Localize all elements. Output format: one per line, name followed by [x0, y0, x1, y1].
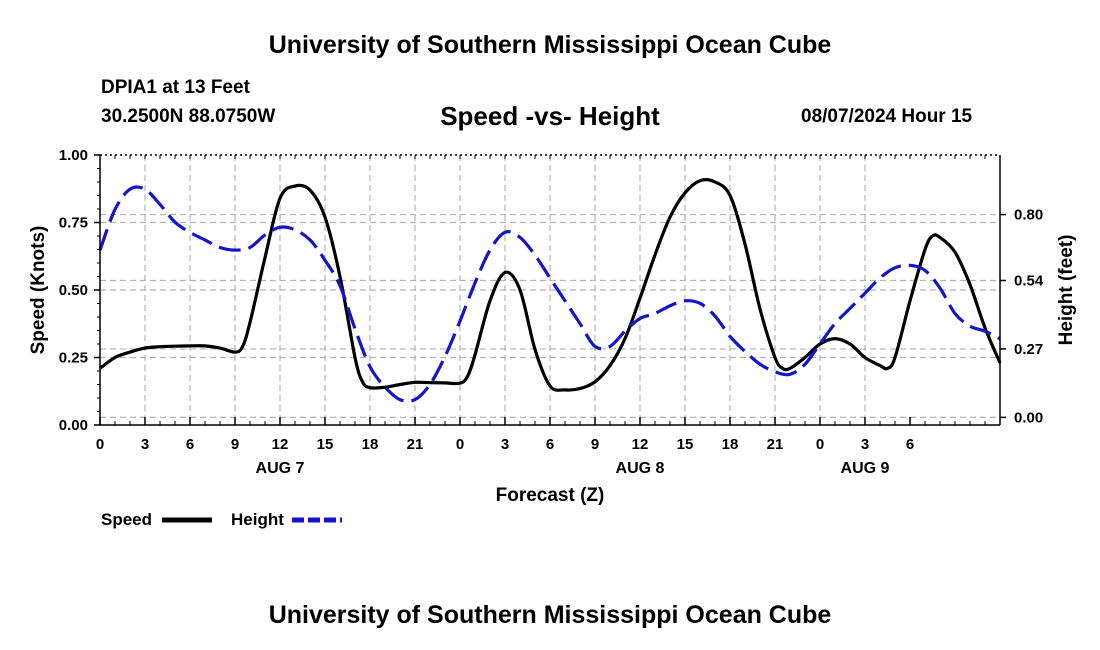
x-tick-label: 21: [407, 436, 424, 453]
series-line-speed: [99, 178, 1002, 392]
x-tick-label: 15: [677, 436, 694, 453]
x-tick-label: 6: [546, 436, 554, 453]
x-tick-label: 18: [722, 436, 739, 453]
axes: 0 3 6 9 12 15 18 21 0 3 6 9 12 15 18 21 0 3 6 AUG 7 AUG 8 AUG…: [59, 147, 1044, 477]
x-tick-label: 6: [906, 436, 914, 453]
x-tick-label: 0: [96, 436, 104, 453]
station-name: DPIA1 at 13 Feet: [101, 77, 250, 98]
x-axis-label: Forecast (Z): [496, 485, 605, 506]
station-coordinates: 30.2500N 88.0750W: [101, 106, 276, 127]
y-left-tick-label: 0.50: [59, 282, 88, 299]
x-tick-label: 3: [501, 436, 509, 453]
y-right-tick-label: 0.80: [1014, 207, 1043, 224]
legend-label-height: Height: [231, 510, 284, 529]
axis-labels: Forecast (Z) Speed (Knots) Height (feet): [28, 226, 1077, 506]
y-left-tick-label: 1.00: [59, 147, 88, 164]
x-date-label: AUG 8: [616, 460, 665, 477]
x-tick-label: 9: [591, 436, 599, 453]
series-line-height: [98, 185, 1001, 403]
x-tick-label: 9: [231, 436, 239, 453]
grid: [100, 155, 1000, 425]
y-left-tick-label: 0.00: [59, 417, 88, 434]
main-title: University of Southern Mississippi Ocean…: [268, 31, 832, 59]
series-layer: [98, 178, 1002, 403]
x-tick-label: 0: [816, 436, 824, 453]
x-tick-label: 18: [362, 436, 379, 453]
y-left-tick-label: 0.75: [59, 215, 88, 232]
chart-title: Speed -vs- Height: [440, 101, 660, 131]
y-right-tick-label: 0.00: [1014, 409, 1043, 426]
forecast-date-hour: 08/07/2024 Hour 15: [801, 106, 973, 127]
y-axis-left-label: Speed (Knots): [28, 226, 49, 355]
legend: Speed Height: [101, 510, 342, 529]
x-date-label: AUG 9: [841, 460, 890, 477]
y-axis-right-label: Height (feet): [1056, 235, 1077, 346]
legend-label-speed: Speed: [101, 510, 152, 529]
x-tick-label: 12: [272, 436, 289, 453]
x-tick-label: 0: [456, 436, 464, 453]
footer-title: University of Southern Mississippi Ocean…: [268, 601, 832, 629]
x-tick-label: 3: [141, 436, 149, 453]
x-date-label: AUG 7: [256, 460, 305, 477]
x-tick-label: 3: [861, 436, 869, 453]
x-tick-label: 12: [632, 436, 649, 453]
y-right-tick-label: 0.54: [1014, 272, 1044, 289]
x-tick-label: 6: [186, 436, 194, 453]
y-right-tick-label: 0.27: [1014, 341, 1043, 358]
x-tick-label: 15: [317, 436, 334, 453]
y-left-tick-label: 0.25: [59, 350, 88, 367]
x-tick-label: 21: [767, 436, 784, 453]
